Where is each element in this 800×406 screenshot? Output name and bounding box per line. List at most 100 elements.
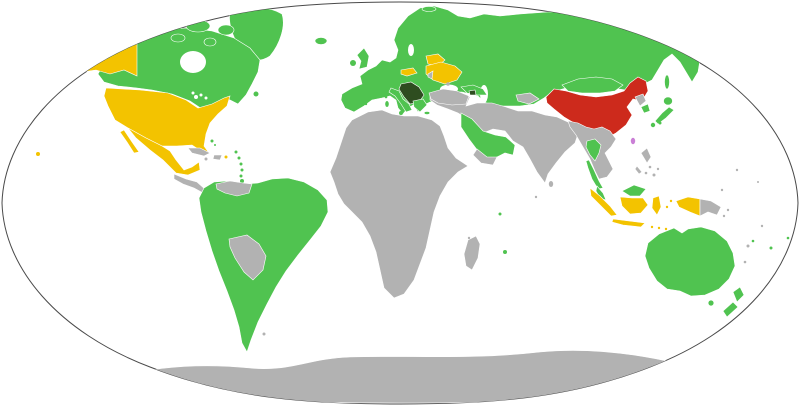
- region-usa: [103, 87, 231, 154]
- region-jamaica: [204, 157, 208, 161]
- hudson-bay: [180, 51, 206, 73]
- region-kyrgyz-tajik: [515, 92, 540, 105]
- region-moldova: [427, 70, 434, 80]
- region-corsica: [384, 95, 388, 99]
- region-comoros: [467, 236, 471, 240]
- region-bolivia-paraguay: [228, 234, 267, 281]
- region-sicily: [399, 111, 403, 115]
- region-puerto-rico: [224, 155, 228, 159]
- region-canada-arctic: [185, 19, 211, 33]
- region-moluccas: [669, 199, 673, 203]
- great-lakes: [199, 93, 203, 97]
- region-thailand: [585, 138, 602, 162]
- region-cuba: [187, 147, 211, 157]
- region-mauritius: [503, 250, 507, 254]
- region-venezuela: [215, 180, 253, 197]
- region-png-islands: [726, 208, 730, 212]
- region-sakhalin: [664, 74, 670, 90]
- region-czechia: [400, 67, 418, 77]
- baltic-sea: [408, 44, 414, 56]
- region-samoa: [769, 246, 773, 250]
- region-hawaii: [36, 152, 40, 156]
- region-kyushu: [650, 122, 656, 128]
- region-aleutians: [51, 77, 53, 79]
- region-africa: [329, 109, 469, 299]
- great-lakes: [191, 91, 195, 95]
- region-italy: [388, 87, 413, 113]
- region-seychelles: [498, 212, 502, 216]
- region-nz-south: [722, 301, 739, 318]
- region-canada-arctic: [170, 33, 186, 43]
- region-honshu: [654, 106, 675, 125]
- region-visayas: [656, 167, 660, 171]
- region-vanuatu: [751, 239, 755, 243]
- region-crimea: [446, 82, 450, 86]
- region-yemen: [472, 148, 498, 166]
- region-sri-lanka: [548, 181, 554, 187]
- region-sulawesi: [651, 195, 662, 216]
- region-alaska: [55, 29, 138, 77]
- region-falklands: [262, 332, 266, 336]
- region-papua-new-guinea: [699, 198, 722, 217]
- region-mongolia: [561, 76, 624, 94]
- region-bahamas: [210, 139, 214, 143]
- region-north-korea: [634, 93, 647, 107]
- region-visayas: [648, 165, 652, 169]
- region-uk: [356, 47, 370, 70]
- region-tonga: [786, 236, 790, 240]
- region-visayas: [644, 171, 648, 175]
- region-luzon: [640, 147, 652, 164]
- region-borneo-malaysia: [621, 184, 647, 197]
- region-turkey: [428, 88, 470, 106]
- region-canada-arctic: [203, 37, 217, 47]
- region-trinidad: [240, 179, 244, 183]
- region-borneo-indonesia: [619, 196, 649, 215]
- region-shikoku: [658, 121, 662, 125]
- region-hokkaido: [663, 96, 673, 106]
- region-ireland: [350, 60, 356, 66]
- region-sardinia: [385, 101, 389, 107]
- region-sumatra: [589, 187, 618, 217]
- region-palawan: [634, 165, 643, 175]
- region-antilles: [234, 150, 238, 154]
- region-antilles: [239, 162, 243, 166]
- great-lakes: [204, 96, 208, 100]
- region-bahamas: [214, 144, 216, 146]
- great-lakes: [194, 95, 198, 99]
- region-balearics: [364, 102, 368, 106]
- region-aleutians: [43, 79, 45, 81]
- region-lesser-sunda: [664, 227, 668, 231]
- region-madagascar: [463, 235, 481, 271]
- region-svalbard: [421, 6, 437, 12]
- region-maldives: [534, 195, 538, 199]
- region-iceland: [314, 37, 328, 45]
- region-fiji: [746, 244, 750, 248]
- region-solomons: [760, 224, 764, 228]
- region-antilles: [237, 156, 241, 160]
- region-new-caledonia: [743, 260, 747, 264]
- region-tasmania: [708, 300, 714, 306]
- region-lesser-sunda: [650, 225, 654, 229]
- region-australia: [644, 226, 736, 297]
- region-java: [611, 218, 646, 228]
- region-mexico: [127, 127, 201, 176]
- region-armenia: [468, 89, 477, 96]
- region-south-korea: [640, 103, 651, 114]
- region-baja: [119, 129, 140, 154]
- region-guam: [735, 168, 739, 172]
- region-antilles: [239, 174, 243, 178]
- region-lesser-sunda: [657, 226, 661, 230]
- region-antarctica: [78, 350, 719, 404]
- region-png-islands: [722, 214, 726, 218]
- region-taiwan: [630, 137, 636, 145]
- region-hispaniola: [212, 154, 223, 161]
- region-arabia: [460, 112, 516, 160]
- region-canada-arctic: [217, 24, 235, 36]
- region-nz-north: [732, 286, 745, 303]
- region-crete: [424, 111, 430, 115]
- region-marshall: [757, 181, 759, 183]
- region-newfoundland: [253, 91, 259, 97]
- region-greece: [412, 98, 428, 113]
